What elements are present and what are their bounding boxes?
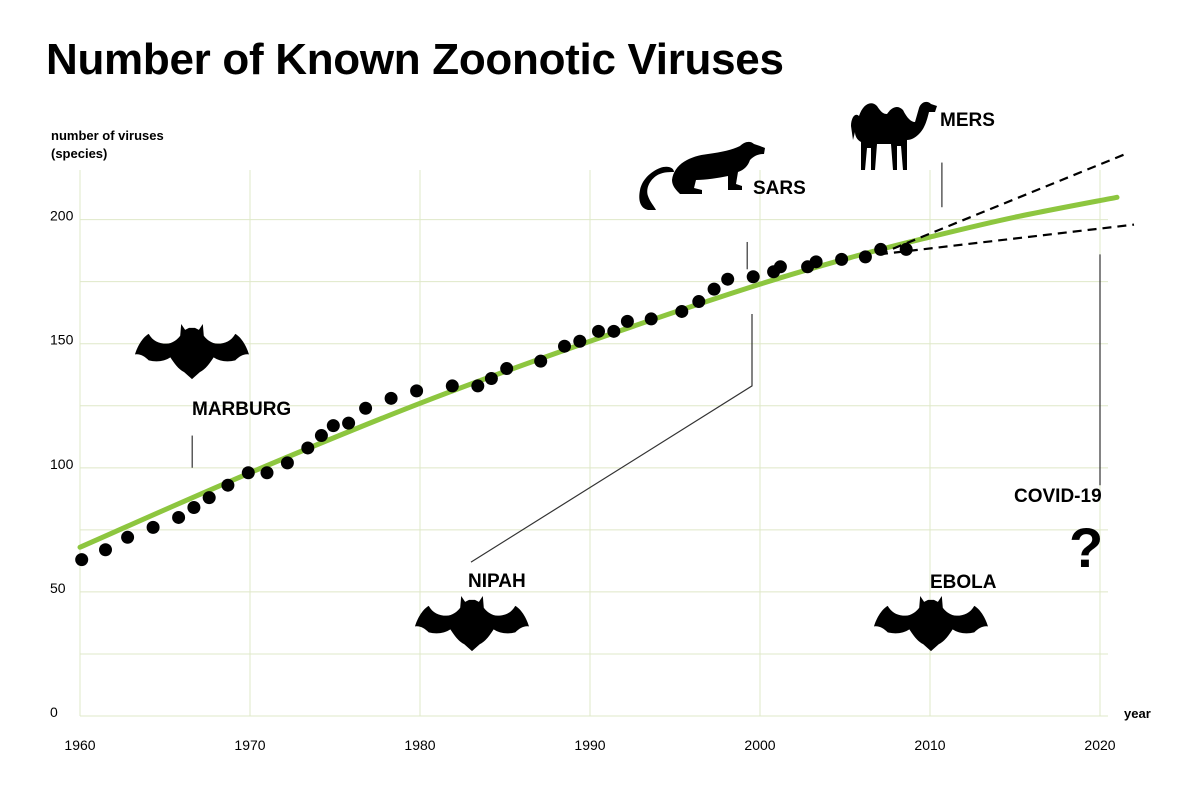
data-point	[835, 252, 849, 266]
chart-title: Number of Known Zoonotic Viruses	[46, 35, 784, 84]
data-point	[260, 466, 274, 480]
data-point	[858, 250, 872, 264]
y-tick-label: 150	[50, 332, 74, 348]
projection-lower-line	[878, 223, 1135, 256]
data-point	[384, 391, 398, 405]
covid-label: COVID-19	[1014, 486, 1102, 507]
data-point	[301, 441, 315, 455]
data-point	[342, 416, 356, 430]
nipah-label: NIPAH	[468, 571, 526, 592]
data-point	[484, 371, 498, 385]
data-point	[558, 339, 571, 353]
data-point	[707, 282, 721, 296]
x-tick-label: 2020	[1084, 737, 1115, 753]
trend-line	[77, 194, 1120, 550]
data-point	[607, 324, 621, 338]
annotation-leaders	[191, 162, 1101, 563]
sars-label: SARS	[753, 178, 806, 199]
data-point	[172, 510, 186, 524]
y-tick-label: 200	[50, 208, 74, 224]
mers-label: MERS	[940, 110, 995, 131]
y-axis-title: number of viruses	[51, 128, 164, 143]
mers-camel-icon	[851, 101, 937, 170]
annotations: MARBURG NIPAH SARS MERS EBOLA COVID-19?	[134, 101, 1103, 652]
x-tick-label: 2010	[914, 737, 945, 753]
x-tick-label: 1990	[574, 737, 605, 753]
nipah-leader	[470, 313, 753, 563]
data-point	[573, 334, 587, 348]
data-point	[746, 270, 760, 284]
data-point	[146, 520, 160, 534]
x-tick-label: 1970	[234, 737, 265, 753]
data-point	[534, 354, 548, 368]
data-point	[280, 456, 294, 470]
data-point	[773, 260, 787, 274]
data-point	[121, 530, 135, 544]
sars-civet-icon	[639, 141, 765, 210]
marburg-bat-icon	[134, 324, 250, 380]
y-tick-label: 50	[50, 580, 66, 596]
axis-titles: number of viruses (species) year	[51, 128, 1151, 721]
data-point	[326, 419, 340, 433]
y-tick-label: 100	[50, 456, 74, 472]
data-point	[721, 272, 735, 286]
ebola-bat-icon	[873, 596, 989, 652]
covid-question-mark: ?	[1069, 516, 1103, 579]
data-point	[500, 362, 514, 376]
data-point	[644, 312, 658, 326]
data-points	[75, 242, 913, 567]
data-point	[75, 553, 89, 567]
data-point	[809, 255, 823, 269]
data-point	[221, 478, 235, 492]
y-tick-label: 0	[50, 704, 58, 720]
data-point	[675, 304, 689, 318]
x-axis-title: year	[1124, 706, 1151, 721]
data-point	[99, 543, 112, 557]
data-point	[202, 491, 216, 505]
data-point	[692, 295, 706, 309]
data-point	[187, 501, 201, 515]
data-point	[620, 314, 634, 328]
ebola-label: EBOLA	[930, 572, 997, 593]
data-point	[592, 324, 605, 338]
data-point	[359, 401, 373, 415]
data-point	[241, 466, 255, 480]
data-point	[899, 242, 913, 256]
data-point	[410, 384, 424, 398]
x-tick-label: 2000	[744, 737, 775, 753]
data-point	[445, 379, 459, 393]
data-point	[471, 379, 485, 393]
y-axis-title: (species)	[51, 146, 107, 161]
marburg-label: MARBURG	[192, 399, 291, 420]
x-tick-label: 1980	[404, 737, 435, 753]
data-point	[314, 429, 328, 443]
axis-ticks: 1960 1970 1980 1990 2000 2010 2020 0 50 100 150 200	[50, 208, 1116, 753]
data-point	[874, 242, 888, 256]
nipah-bat-icon	[414, 596, 530, 652]
x-tick-label: 1960	[64, 737, 95, 753]
gridlines	[79, 170, 1108, 717]
